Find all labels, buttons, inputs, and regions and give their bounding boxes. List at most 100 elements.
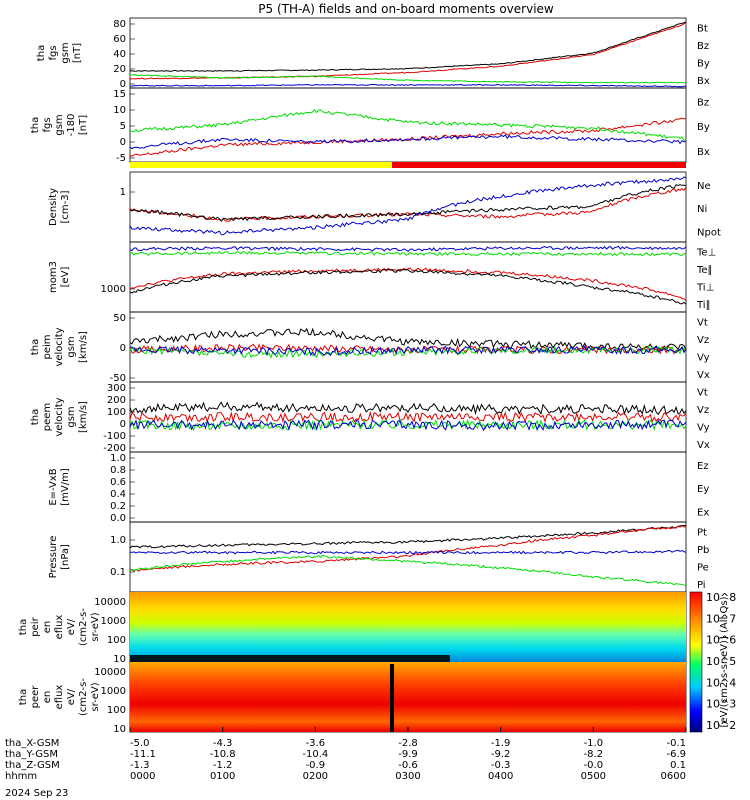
- y-tick-label: 50: [113, 313, 126, 324]
- ion-spectrogram-fill: [130, 592, 686, 662]
- panel-ylabel-line: eV/: [66, 688, 77, 705]
- mode-bar-fast: [392, 162, 686, 168]
- x-tick-label: -0.3: [491, 760, 511, 771]
- series-Vx-line: [129, 345, 687, 357]
- colorbar-tick: 10^7: [706, 612, 736, 625]
- panel-frame: [129, 451, 687, 523]
- x-tick-label: -3.6: [306, 738, 326, 749]
- x-tick-label: -1.0: [584, 738, 604, 749]
- panel-ylabel-line: tha: [30, 117, 41, 133]
- y-tick-label: 15: [113, 89, 126, 100]
- colorbar-tick: 10^4: [706, 676, 736, 689]
- panel-ylabel-line: [mV/m]: [60, 468, 71, 506]
- series-Te⊥-line: [129, 267, 687, 301]
- series-Bz-line: [129, 117, 687, 157]
- series-Vz-line: [129, 410, 687, 424]
- panel-ylabel-line: Pressure: [48, 536, 59, 579]
- y-tick-label: 10000: [94, 667, 126, 678]
- x-tick-label: -1.2: [213, 760, 233, 771]
- x-row-label: tha_X-GSM: [5, 738, 59, 749]
- legend-entry: Te∥: [696, 265, 713, 276]
- panel-ylabel-line: [nPa]: [60, 544, 71, 570]
- panel-ylabel-line: eflux: [54, 615, 65, 640]
- panel-ylabel-line: gsm: [54, 114, 65, 135]
- panel-ylabel-line: mom3: [48, 261, 59, 293]
- x-tick-label: -0.9: [306, 760, 326, 771]
- y-tick-label: 0.1: [110, 567, 126, 578]
- panel-ylabel-line: en: [42, 621, 53, 634]
- colorbar-ticks: 10^8 10^7 10^6 10^5 10^4 10^3 10^2: [706, 591, 736, 732]
- panel-ylabel-line: fgs: [48, 45, 59, 60]
- x-tick-label: -5.0: [130, 738, 150, 749]
- x-row-label: hhmm: [5, 771, 37, 782]
- y-tick-label: -50: [110, 373, 126, 384]
- series-Vy-line: [129, 345, 687, 359]
- x-tick-label: -11.1: [130, 749, 156, 760]
- y-tick-label: 100: [107, 635, 126, 646]
- panel-ylabel-line: [km/s]: [78, 401, 89, 433]
- y-tick-label: 100: [107, 705, 126, 716]
- legend-entry: Bz: [697, 41, 709, 52]
- y-tick-label: 60: [113, 34, 126, 45]
- legend-entry: Vt: [697, 318, 708, 329]
- y-tick-label: 0.8: [110, 465, 126, 476]
- colorbar-tick: 10^6: [706, 634, 736, 647]
- y-tick-label: 1: [120, 187, 126, 198]
- panel-ylabel-line: [nT]: [72, 43, 83, 63]
- series-Bz-line: [129, 22, 687, 80]
- legend-entry: By: [697, 59, 710, 70]
- panel-ylabel-line: tha: [18, 689, 29, 705]
- panel-ylabel-line: velocity: [54, 327, 65, 366]
- y-tick-label: -5: [116, 153, 126, 164]
- x-tick-label: 0500: [581, 771, 606, 782]
- x-row-label: tha_Y-GSM: [5, 749, 58, 760]
- colorbar-tick: 10^2: [706, 719, 736, 732]
- x-tick-label: 0.1: [670, 760, 686, 771]
- series-By-line: [129, 74, 687, 84]
- y-tick-label: 0: [120, 419, 126, 430]
- x-row-label: tha_Z-GSM: [5, 760, 60, 771]
- y-tick-label: 10: [113, 724, 126, 735]
- x-tick-label: -2.8: [398, 738, 418, 749]
- panel-p7: E=-VxB [mV/m] 1.00.80.60.40.20.0 Ez Ey Ex: [48, 451, 709, 524]
- x-tick-label: 0100: [210, 771, 235, 782]
- y-tick-label: 1000: [101, 284, 126, 295]
- panel-ylabel-line: gsm: [66, 406, 77, 427]
- legend-entry: Ey: [697, 484, 709, 495]
- y-tick-label: 5: [120, 121, 126, 132]
- y-tick-label: 10: [113, 654, 126, 665]
- series-Pe-line: [129, 554, 687, 586]
- colorbar-label: [eV/(cm2-s-sr-eV)] (All Qs): [719, 596, 730, 727]
- y-tick-label: 20: [113, 64, 126, 75]
- y-tick-label: -100: [103, 431, 126, 442]
- y-tick-label: 200: [107, 395, 126, 406]
- panel-ylabel-line: eV/: [66, 618, 77, 635]
- x-tick-label: -4.3: [213, 738, 233, 749]
- legend-entry: Vx: [697, 440, 710, 451]
- x-tick-label: 0000: [130, 771, 155, 782]
- x-tick-label: -0.6: [398, 760, 418, 771]
- colorbar: [689, 591, 703, 733]
- panel-p6: tha peem velocity gsm [km/s] 3002001000-100-2…: [30, 381, 710, 454]
- electron-spectrogram-fill: [130, 662, 686, 732]
- legend-entry: Bx: [697, 76, 710, 87]
- y-tick-label: 0.2: [110, 501, 126, 512]
- panel-ylabel-line: E=-VxB: [48, 468, 59, 505]
- legend-entry: Vz: [697, 405, 709, 416]
- panel-p8: Pressure [nPa] 1.0 0.1 Pt Pb Pe Pi: [48, 521, 709, 593]
- series-Te∥-line: [129, 268, 687, 305]
- y-tick-label: 1000: [101, 616, 126, 627]
- series-Bt-line: [129, 21, 687, 72]
- y-tick-label: 100: [107, 407, 126, 418]
- x-tick-label: -0.1: [666, 738, 686, 749]
- panel-frame: [129, 381, 687, 453]
- legend-entry: Npot: [697, 228, 721, 239]
- legend-entry: Vz: [697, 335, 709, 346]
- y-tick-label: 300: [107, 383, 126, 394]
- y-tick-label: 0: [120, 137, 126, 148]
- series-Ni-line: [129, 184, 687, 222]
- series-Pi-line: [129, 549, 687, 555]
- y-tick-label: 1.0: [110, 535, 126, 546]
- date-label: 2024 Sep 23: [5, 788, 68, 799]
- panel-ylabel-line: fgs: [42, 117, 53, 132]
